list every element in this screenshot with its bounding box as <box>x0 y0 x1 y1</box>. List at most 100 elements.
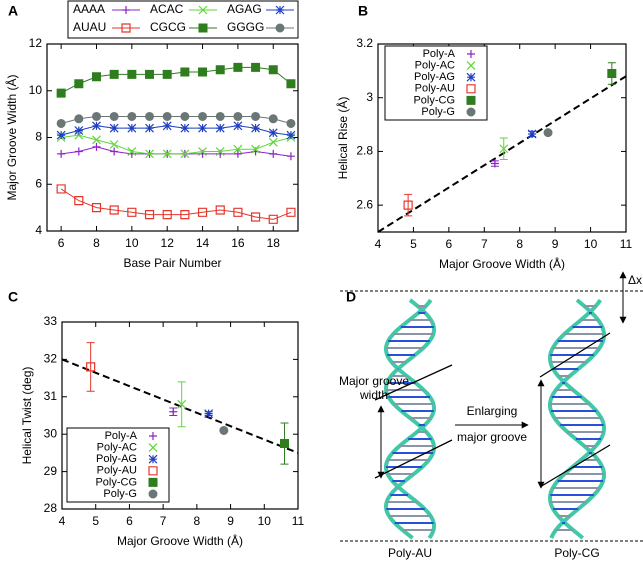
y-tick-label: 4 <box>35 223 42 237</box>
point <box>268 114 278 124</box>
x-tick-label: 5 <box>92 514 99 528</box>
legend-marker <box>148 477 158 487</box>
y-tick-label: 8 <box>35 130 42 144</box>
legend-label: Poly-AC <box>97 442 137 454</box>
legend-marker <box>198 23 208 33</box>
point <box>169 407 178 416</box>
y-tick-label: 32 <box>44 352 58 366</box>
x-tick-label: 8 <box>93 236 100 250</box>
x-tick-label: 12 <box>161 236 175 250</box>
legend-marker <box>466 61 476 71</box>
legend-marker <box>466 84 476 94</box>
caption: Poly-CG <box>554 546 599 560</box>
point <box>162 210 172 220</box>
point <box>162 69 172 79</box>
legend-marker <box>275 5 285 15</box>
x-tick-label: 4 <box>59 514 66 528</box>
helix-diagram: D Δx Major groove width Enlarging major … <box>339 271 643 560</box>
legend-label: Poly-AG <box>414 71 455 83</box>
legend-label: Poly-A <box>105 430 138 442</box>
y-tick-label: 2.6 <box>356 197 373 211</box>
y-tick-label: 29 <box>44 464 58 478</box>
point <box>56 184 66 194</box>
legend-marker <box>121 23 131 33</box>
x-tick-label: 10 <box>258 514 272 528</box>
point <box>91 111 101 121</box>
point <box>109 140 119 149</box>
panel-label: D <box>346 289 356 305</box>
point <box>127 69 137 79</box>
legend-label: Poly-A <box>423 48 456 60</box>
legend-label: Poly-CG <box>95 476 137 488</box>
legend-marker <box>148 466 158 476</box>
point <box>91 72 101 82</box>
legend-marker <box>466 107 476 117</box>
x-tick-label: 7 <box>481 237 488 251</box>
groove-label: Major groove <box>339 374 409 388</box>
point <box>109 205 119 215</box>
point <box>204 409 214 419</box>
plot-frame <box>61 321 299 510</box>
point <box>74 114 84 124</box>
x-tick-label: 10 <box>584 237 598 251</box>
point <box>110 147 119 156</box>
point <box>251 144 261 154</box>
point <box>527 129 537 139</box>
legend-label: Poly-CG <box>413 94 455 106</box>
point <box>74 79 84 89</box>
point <box>215 123 225 133</box>
point <box>251 111 261 121</box>
point <box>197 207 208 217</box>
x-axis-label: Base Pair Number <box>123 256 221 270</box>
legend-marker <box>466 72 476 82</box>
point <box>403 200 413 210</box>
x-tick-label: 6 <box>446 237 453 251</box>
y-tick-label: 28 <box>44 501 58 515</box>
point <box>268 137 278 147</box>
point <box>215 65 225 75</box>
point <box>180 111 190 121</box>
legend-label: Poly-AU <box>415 83 455 95</box>
point <box>215 205 225 215</box>
y-tick-label: 6 <box>35 176 42 190</box>
x-tick-label: 11 <box>620 237 633 251</box>
panel-label: C <box>8 289 18 305</box>
point <box>177 399 187 409</box>
point <box>56 118 66 128</box>
x-tick-label: 8 <box>194 514 201 528</box>
point <box>86 362 96 372</box>
point <box>144 210 155 220</box>
x-tick-label: 18 <box>267 236 281 250</box>
strand <box>547 298 607 540</box>
point <box>198 111 208 121</box>
point <box>268 65 278 75</box>
point <box>127 123 137 133</box>
point <box>215 111 225 121</box>
point <box>109 69 119 79</box>
legend-marker <box>467 50 475 58</box>
point <box>92 142 101 151</box>
point <box>92 135 101 145</box>
point <box>280 439 290 449</box>
point <box>198 67 208 77</box>
point <box>109 123 119 133</box>
point <box>127 111 137 121</box>
point <box>145 69 155 79</box>
point <box>145 111 155 121</box>
y-tick-label: 3.2 <box>356 36 373 50</box>
x-tick-label: 16 <box>231 236 245 250</box>
x-tick-label: 7 <box>160 514 167 528</box>
enlarge-label: Enlarging <box>467 404 518 418</box>
legend-label: GGGG <box>227 20 264 34</box>
point <box>233 149 242 158</box>
legend-label: Poly-G <box>103 488 137 500</box>
point <box>268 128 278 138</box>
x-axis-label: Major Groove Width (Å) <box>117 533 243 548</box>
groove-line <box>374 364 453 401</box>
point <box>162 111 172 121</box>
point <box>162 149 172 159</box>
point <box>180 123 190 133</box>
point <box>543 128 553 138</box>
legend-label: AGAG <box>227 2 262 16</box>
